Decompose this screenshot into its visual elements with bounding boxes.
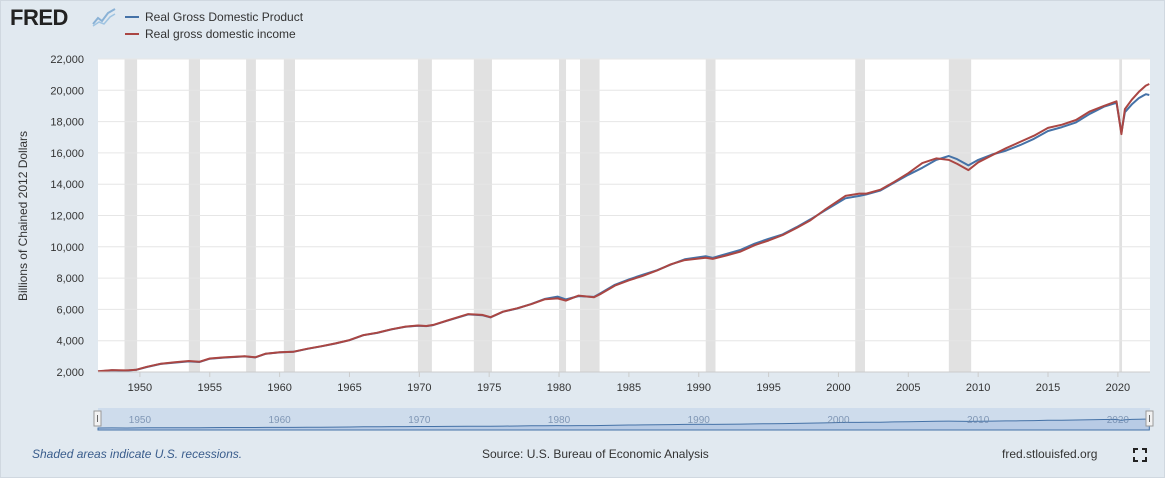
y-tick-label: 6,000 [56,304,84,316]
x-tick-label: 1970 [407,382,431,394]
navigator-area [97,418,1150,431]
navigator-tick-label: 1980 [548,415,571,426]
series-line-gdi[interactable] [97,83,1150,373]
navigator-tick-label: 1970 [408,415,431,426]
x-tick-label: 1995 [756,382,780,394]
x-tick-label: 1965 [337,382,361,394]
navigator-tick-label: 2020 [1107,415,1130,426]
x-tick-label: 2005 [896,382,920,394]
chart-area: 2,000 4,000 6,000 8,000 10,000 12,000 14,000 16… [16,54,1154,431]
y-tick-label: 20,000 [50,85,84,97]
x-tick-label: 2010 [966,382,990,394]
y-tick-label: 14,000 [50,179,84,191]
legend-item-gdi[interactable]: Real gross domestic income [125,27,296,41]
y-tick-label: 2,000 [56,367,84,379]
source-text: Source: U.S. Bureau of Economic Analysis [482,447,709,461]
x-tick-label: 1985 [617,382,641,394]
range-navigator[interactable]: 1950 1960 1970 1980 1990 2000 2010 2020 [93,408,1154,431]
legend-swatch-gdp [125,16,139,18]
y-axis-label: Billions of Chained 2012 Dollars [16,131,30,301]
y-tick-label: 10,000 [50,242,84,254]
y-tick-label: 22,000 [50,54,84,66]
recession-note: Shaded areas indicate U.S. recessions. [32,447,243,461]
navigator-tick-label: 2000 [827,415,850,426]
x-tick-label: 1975 [477,382,501,394]
x-tick-label: 1950 [128,382,152,394]
y-tick-label: 8,000 [56,273,84,285]
y-tick-label: 16,000 [50,148,84,160]
navigator-tick-label: 1950 [129,415,152,426]
legend-item-gdp[interactable]: Real Gross Domestic Product [125,10,303,24]
x-tick-label: 1960 [267,382,291,394]
x-tick-label: 1980 [547,382,571,394]
site-link[interactable]: fred.stlouisfed.org [1002,447,1098,461]
chart-line-icon [92,7,116,27]
x-tick-label: 1955 [198,382,222,394]
navigator-tick-label: 1960 [268,415,291,426]
fullscreen-icon[interactable] [1133,448,1147,462]
y-tick-label: 18,000 [50,117,84,129]
fred-logo[interactable]: FRED [10,5,68,30]
x-tick-label: 1990 [687,382,711,394]
navigator-tick-label: 1990 [688,415,711,426]
x-tick-label: 2015 [1036,382,1060,394]
legend-swatch-gdi [125,33,139,35]
navigator-tick-label: 2010 [967,415,990,426]
legend-label-gdi: Real gross domestic income [145,27,296,41]
legend-label-gdp: Real Gross Domestic Product [145,10,304,24]
y-tick-label: 12,000 [50,211,84,223]
y-tick-label: 4,000 [56,336,84,348]
x-tick-label: 2000 [826,382,850,394]
x-tick-label: 2020 [1106,382,1130,394]
